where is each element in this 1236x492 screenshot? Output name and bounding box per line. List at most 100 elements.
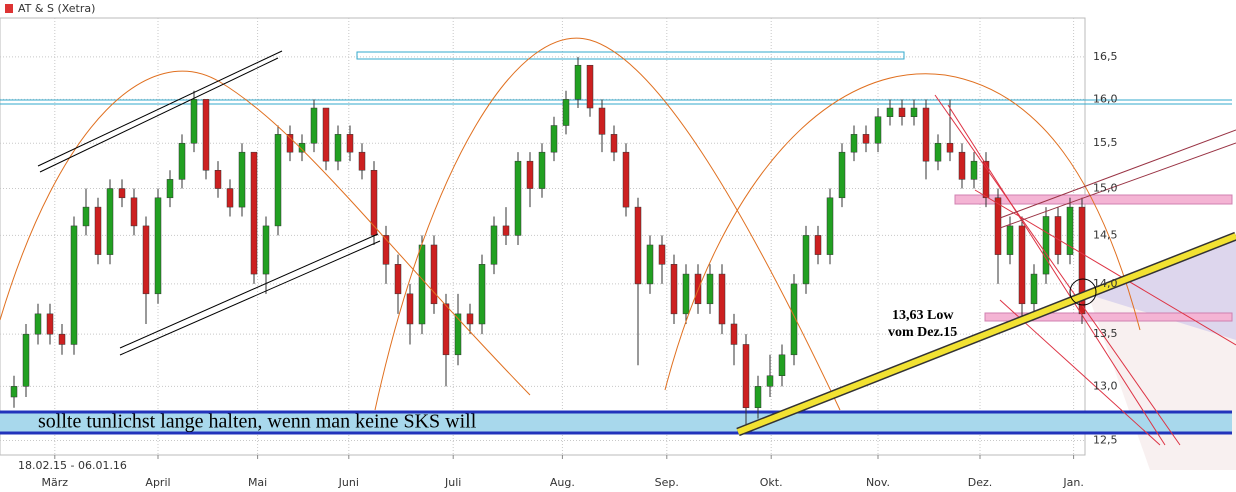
channel-line <box>999 299 1161 446</box>
date-range: 18.02.15 - 06.01.16 <box>18 459 127 472</box>
x-tick-label: Nov. <box>866 476 890 489</box>
candle-body <box>298 142 306 153</box>
candle-body <box>742 344 750 409</box>
candle-body <box>250 151 258 275</box>
candle-body <box>22 333 30 387</box>
annotation: sollte tunlichst lange halten, wenn man … <box>38 411 477 433</box>
y-tick-label: 16,5 <box>1093 50 1118 63</box>
top-zone <box>356 51 905 60</box>
candle-body <box>130 197 138 227</box>
x-tick-label: Okt. <box>760 476 783 489</box>
candle-body <box>634 206 642 285</box>
candle-body <box>778 354 786 376</box>
y-tick-label: 14,0 <box>1093 277 1118 290</box>
candle-body <box>1018 225 1026 305</box>
candle-body <box>1066 206 1074 255</box>
candle-body <box>430 244 438 305</box>
candle-body <box>658 244 666 265</box>
x-tick-label: Aug. <box>550 476 575 489</box>
candle-body <box>646 244 654 285</box>
candle-body <box>1078 206 1086 315</box>
y-tick-label: 14,5 <box>1093 228 1118 241</box>
y-tick-label: 16,0 <box>1093 92 1118 105</box>
x-tick-label: Juni <box>338 476 359 489</box>
candle-body <box>478 264 486 325</box>
candle-body <box>802 235 810 285</box>
arc <box>664 73 1141 391</box>
candle-body <box>322 107 330 162</box>
candle-body <box>70 225 78 345</box>
candle-body <box>826 197 834 255</box>
arcs <box>0 37 1141 411</box>
up-channel <box>999 129 1236 229</box>
candle-body <box>922 107 930 162</box>
channel-line <box>974 189 1236 346</box>
candle-body <box>34 313 42 335</box>
legend-label: AT & S (Xetra) <box>18 2 95 15</box>
candle-body <box>106 188 114 255</box>
x-tick-label: Sep. <box>655 476 679 489</box>
legend-swatch <box>5 4 13 13</box>
candle-body <box>562 99 570 126</box>
candle-body <box>586 64 594 109</box>
x-tick-label: Jan. <box>1062 476 1083 489</box>
candle-body <box>898 107 906 117</box>
candle-body <box>706 273 714 305</box>
candles <box>10 56 1086 430</box>
candle-body <box>814 235 822 255</box>
y-tick-label: 15,0 <box>1093 182 1118 195</box>
candle-body <box>850 134 858 153</box>
candle-body <box>178 142 186 180</box>
candle-body <box>394 264 402 295</box>
candle-body <box>1030 273 1038 305</box>
candle-body <box>838 151 846 199</box>
candle-body <box>454 313 462 356</box>
candle-body <box>622 151 630 208</box>
candle-body <box>1054 216 1062 255</box>
candle-body <box>502 225 510 236</box>
candle-body <box>166 179 174 199</box>
candle-body <box>910 107 918 117</box>
channel-line <box>39 57 279 173</box>
candle-body <box>754 386 762 409</box>
candle-body <box>682 273 690 315</box>
candle-body <box>418 244 426 325</box>
candle-body <box>334 134 342 162</box>
candle-body <box>214 169 222 189</box>
candle-body <box>946 142 954 153</box>
x-tick-label: Dez. <box>968 476 993 489</box>
x-tick-label: Juli <box>444 476 461 489</box>
resistance-zone <box>954 194 1233 205</box>
axes: 12,5 13,0 13,5 14,0 14,5 15,0 15,5 16,0 16,5 März… <box>42 50 1118 489</box>
candle-body <box>610 134 618 153</box>
candle-body <box>238 151 246 208</box>
candle-body <box>862 134 870 144</box>
marker-circle <box>1069 278 1097 306</box>
channel-line <box>947 104 1166 446</box>
candle-body <box>1042 216 1050 275</box>
candle-body <box>514 160 522 236</box>
annotation: 13,63 Low <box>892 308 954 323</box>
annotation: vom Dez.15 <box>888 325 957 340</box>
candle-body <box>466 313 474 325</box>
x-tick-label: April <box>145 476 170 489</box>
low-zone <box>984 312 1233 322</box>
candle-body <box>274 134 282 227</box>
candle-body <box>982 160 990 199</box>
candle-body <box>934 142 942 162</box>
candle-body <box>310 107 318 144</box>
candle-body <box>406 293 414 325</box>
candle-body <box>766 375 774 387</box>
arc <box>0 70 531 396</box>
support-zone <box>0 412 1232 433</box>
candle-body <box>10 386 18 398</box>
candle-body <box>382 235 390 265</box>
y-tick-label: 13,0 <box>1093 379 1118 392</box>
candle-body <box>286 134 294 153</box>
candle-body <box>82 206 90 227</box>
candle-body <box>190 99 198 144</box>
candle-body <box>118 188 126 199</box>
channel-line <box>999 142 1236 229</box>
candle-body <box>262 225 270 275</box>
plot-frame <box>0 17 1086 456</box>
